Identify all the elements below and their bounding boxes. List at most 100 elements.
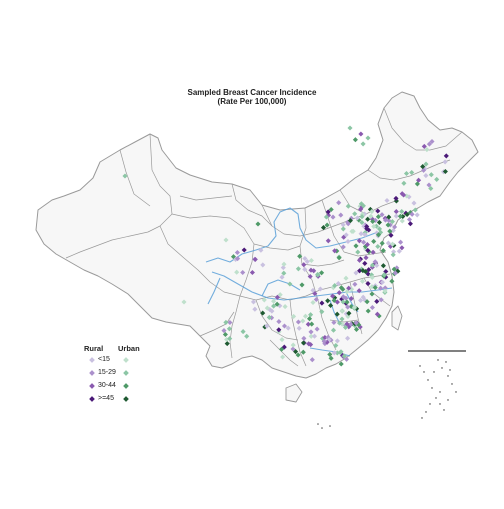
sample-point <box>343 295 349 301</box>
sample-point <box>399 218 405 224</box>
sample-point <box>423 161 429 167</box>
incidence-points <box>122 125 449 367</box>
legend-label: <15 <box>98 356 110 363</box>
inset-island <box>449 369 451 371</box>
sample-point <box>279 346 285 352</box>
sample-point <box>372 285 378 291</box>
sample-point <box>374 262 380 268</box>
sample-point <box>260 310 266 316</box>
sample-point <box>240 269 246 276</box>
sample-point <box>338 285 344 291</box>
sample-point <box>403 170 410 177</box>
sample-point <box>227 336 233 342</box>
sample-point <box>330 327 337 333</box>
legend-row: 15-29 <box>84 369 154 379</box>
river <box>261 279 301 297</box>
province-boundary <box>65 133 173 259</box>
sample-point <box>281 323 288 329</box>
sample-point <box>300 340 307 346</box>
sample-point <box>397 213 403 219</box>
sample-point <box>313 296 319 303</box>
sample-point <box>293 349 299 355</box>
sample-point <box>371 238 377 244</box>
sample-point <box>406 216 413 223</box>
sample-point <box>252 306 258 312</box>
sample-point <box>364 242 370 248</box>
sample-point <box>338 349 344 355</box>
sample-point <box>319 300 325 306</box>
sample-point <box>299 282 305 288</box>
sample-point <box>344 299 350 305</box>
sample-point <box>310 299 316 306</box>
legend-label: 30-44 <box>98 382 116 389</box>
inset-island <box>447 399 449 401</box>
sample-point <box>369 304 375 311</box>
sample-point <box>336 255 342 261</box>
sample-point <box>369 262 376 268</box>
sample-point <box>334 338 340 344</box>
sample-point <box>314 326 320 332</box>
sample-point <box>339 316 345 322</box>
sample-point <box>401 180 407 186</box>
province-boundary <box>171 213 255 297</box>
sample-point <box>331 297 337 303</box>
sample-point <box>341 353 347 359</box>
sample-point <box>378 285 384 291</box>
map-subtitle: (Rate Per 100,000) <box>217 97 287 106</box>
sample-point <box>352 281 358 287</box>
sample-point <box>393 213 399 219</box>
sample-point <box>407 221 413 227</box>
sample-point <box>375 232 382 238</box>
sample-point <box>356 288 362 294</box>
sample-point <box>325 298 331 304</box>
inset-island <box>429 403 431 405</box>
sample-point <box>334 350 340 356</box>
legend-row: >=45 <box>84 395 154 405</box>
sample-point <box>347 125 353 131</box>
sample-point <box>345 203 351 209</box>
coastal-island <box>329 425 331 427</box>
province-boundary <box>329 319 359 323</box>
sample-point <box>304 259 310 265</box>
sample-point <box>389 241 396 247</box>
legend-rural-swatch <box>89 396 95 402</box>
sample-point <box>328 302 334 309</box>
sample-point <box>323 214 329 220</box>
sample-point <box>369 209 375 215</box>
sample-point <box>368 213 374 219</box>
sample-point <box>332 283 338 289</box>
sample-point <box>358 297 364 303</box>
sample-point <box>360 141 366 147</box>
sample-point <box>295 266 301 272</box>
legend-rural-swatch <box>89 383 95 389</box>
sample-point <box>385 240 391 246</box>
sample-point <box>424 147 430 153</box>
inset-island <box>425 411 427 413</box>
sample-point <box>301 335 307 341</box>
sample-point <box>364 299 370 305</box>
inset-island <box>433 371 435 373</box>
hainan-island <box>285 383 303 403</box>
province-boundary <box>199 311 235 337</box>
sample-point <box>426 141 432 147</box>
sample-point <box>389 219 395 225</box>
sample-point <box>308 257 314 264</box>
sample-point <box>336 290 342 296</box>
sample-point <box>271 303 277 309</box>
sample-point <box>398 239 404 245</box>
sample-point <box>345 304 351 310</box>
sample-point <box>354 215 360 221</box>
sample-point <box>300 318 306 324</box>
sample-point <box>345 335 351 341</box>
sample-point <box>301 262 307 268</box>
sample-point <box>300 349 306 355</box>
sample-point <box>309 357 315 363</box>
sample-point <box>381 272 387 278</box>
sample-point <box>280 265 286 271</box>
sample-point <box>269 308 275 314</box>
sample-point <box>240 329 246 335</box>
inset-island <box>421 417 423 419</box>
province-boundary <box>231 183 273 227</box>
sample-point <box>334 311 340 317</box>
sample-point <box>380 248 386 254</box>
